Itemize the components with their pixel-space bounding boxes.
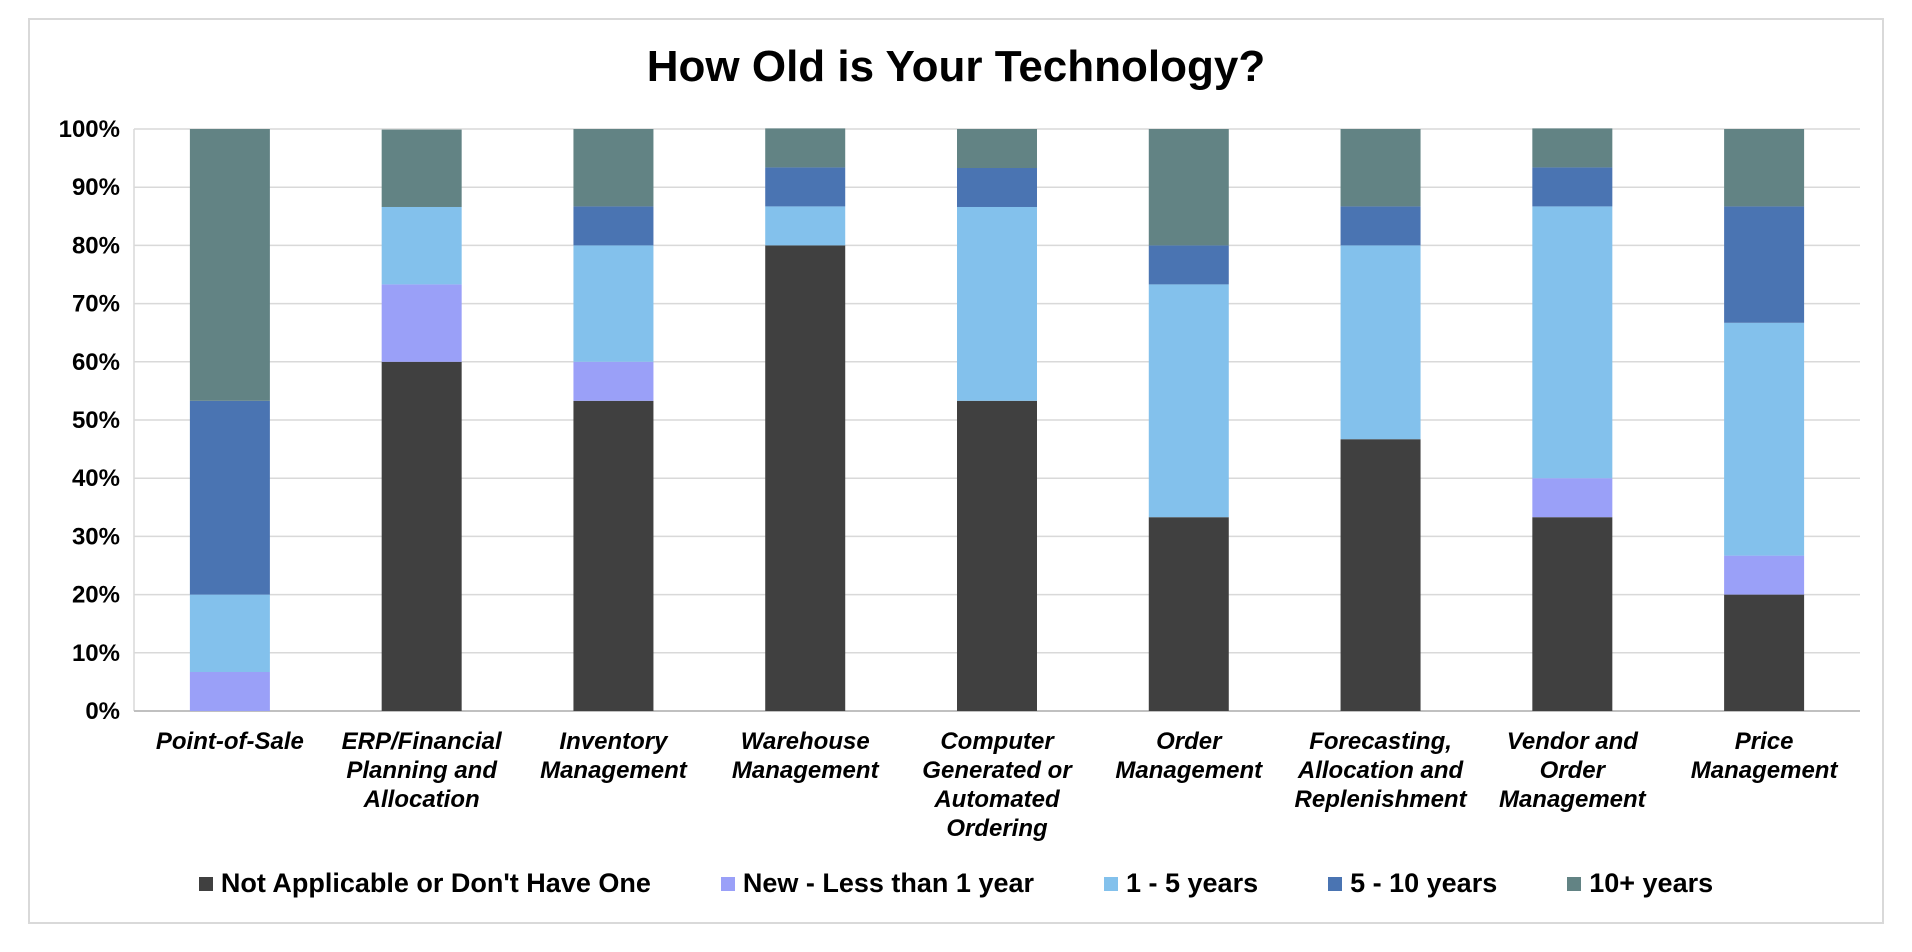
bar-segment	[957, 206, 1037, 401]
bar-segment	[573, 129, 654, 207]
legend-swatch	[1328, 876, 1343, 891]
y-tick-label: 40%	[72, 465, 120, 492]
x-tick-label: Management	[1499, 786, 1647, 813]
bar-segment	[1724, 594, 1805, 711]
bar-segment	[189, 594, 270, 673]
y-tick-label: 20%	[72, 582, 120, 609]
bar-segment	[765, 128, 846, 168]
legend-item: New - Less than 1 year	[720, 868, 1034, 899]
x-tick-label: Computer	[940, 728, 1055, 755]
x-tick-label: Automated	[933, 786, 1061, 813]
legend-swatch	[198, 876, 213, 891]
bar-segment	[765, 206, 846, 246]
legend-item: 1 - 5 years	[1104, 868, 1258, 899]
y-tick-label: 100%	[59, 116, 120, 143]
x-tick-label: Management	[540, 757, 688, 784]
bar-segment	[381, 284, 462, 362]
bar-segment	[1148, 284, 1229, 518]
x-tick-label: Point-of-Sale	[156, 728, 304, 755]
legend-label: New - Less than 1 year	[742, 868, 1034, 898]
bar-segment	[381, 129, 462, 207]
bar-segment	[573, 245, 654, 362]
bar-segment	[1724, 129, 1805, 207]
bar-segment	[1148, 129, 1229, 246]
bar-segment	[1148, 517, 1229, 711]
bar-segment	[1724, 555, 1805, 595]
y-tick-label: 50%	[72, 407, 120, 434]
x-tick-label: Allocation	[363, 786, 480, 813]
bar-segment	[573, 361, 654, 401]
bar-segment	[189, 672, 270, 711]
legend-swatch	[720, 876, 735, 891]
legend-item: 5 - 10 years	[1328, 868, 1497, 899]
legend-swatch	[1567, 876, 1582, 891]
legend-label: 5 - 10 years	[1350, 868, 1498, 898]
x-tick-label: Ordering	[946, 815, 1048, 842]
x-tick-label: Order	[1540, 757, 1607, 784]
x-tick-label: Replenishment	[1295, 786, 1468, 813]
y-tick-label: 70%	[72, 291, 120, 318]
x-tick-label: Forecasting,	[1309, 728, 1452, 755]
y-tick-label: 80%	[72, 232, 120, 259]
bar-segment	[1148, 245, 1229, 285]
x-tick-label: Allocation and	[1297, 757, 1465, 784]
bar-segment	[957, 129, 1037, 168]
x-tick-label: Order	[1156, 728, 1223, 755]
y-tick-label: 60%	[72, 349, 120, 376]
chart-frame: How Old is Your Technology? 0% 10% 20% 30% 4…	[28, 18, 1884, 924]
x-tick-label: ERP/Financial	[342, 728, 503, 755]
bar-segment	[381, 206, 462, 285]
bar-segment	[1532, 128, 1613, 168]
bar-segment	[957, 400, 1037, 711]
x-tick-label: Vendor and	[1507, 728, 1639, 755]
chart-title: How Old is Your Technology?	[646, 42, 1266, 91]
x-tick-label: Inventory	[559, 728, 669, 755]
bar-segment	[189, 400, 270, 595]
bar-segment	[381, 361, 462, 711]
legend-label: 1 - 5 years	[1126, 868, 1259, 898]
chart-plot: 0% 10% 20% 30% 40% 50% 60% 70% 80% 90% 100% Point-o…	[59, 116, 1860, 842]
x-tick-label: Warehouse	[741, 728, 870, 755]
bar-segment	[1532, 478, 1613, 518]
x-tick-label: Management	[732, 757, 880, 784]
bar-segment	[1340, 129, 1421, 207]
y-tick-label: 10%	[72, 640, 120, 667]
bar-segment	[957, 167, 1037, 207]
bar-segment	[573, 206, 654, 246]
x-tick-label: Management	[1691, 757, 1839, 784]
bar-segment	[189, 129, 270, 401]
bar-segment	[765, 245, 846, 711]
bar-segment	[1532, 517, 1613, 711]
legend-label: Not Applicable or Don't Have One	[220, 868, 651, 898]
bar-segment	[1340, 439, 1421, 711]
x-tick-label: Generated or	[922, 757, 1073, 784]
bar-segment	[573, 400, 654, 711]
legend: Not Applicable or Don't Have One New - Le…	[30, 868, 1882, 899]
y-tick-label: 0%	[85, 698, 120, 725]
x-tick-label: Price	[1735, 728, 1794, 755]
y-tick-label: 30%	[72, 523, 120, 550]
legend-label: 10+ years	[1589, 868, 1714, 898]
legend-swatch	[1104, 876, 1118, 891]
bar-segment	[765, 167, 846, 207]
bar-segment	[1724, 322, 1805, 556]
bar-segment	[1532, 167, 1613, 207]
x-tick-label: Management	[1115, 757, 1263, 784]
bar-segment	[1532, 206, 1613, 479]
bar-segment	[1340, 245, 1421, 440]
bar-segment	[1340, 206, 1421, 246]
x-tick-label: Planning and	[346, 757, 498, 784]
legend-item: Not Applicable or Don't Have One	[198, 868, 651, 899]
y-tick-label: 90%	[72, 174, 120, 201]
bar-segment	[1724, 206, 1805, 323]
legend-item: 10+ years	[1567, 868, 1713, 899]
